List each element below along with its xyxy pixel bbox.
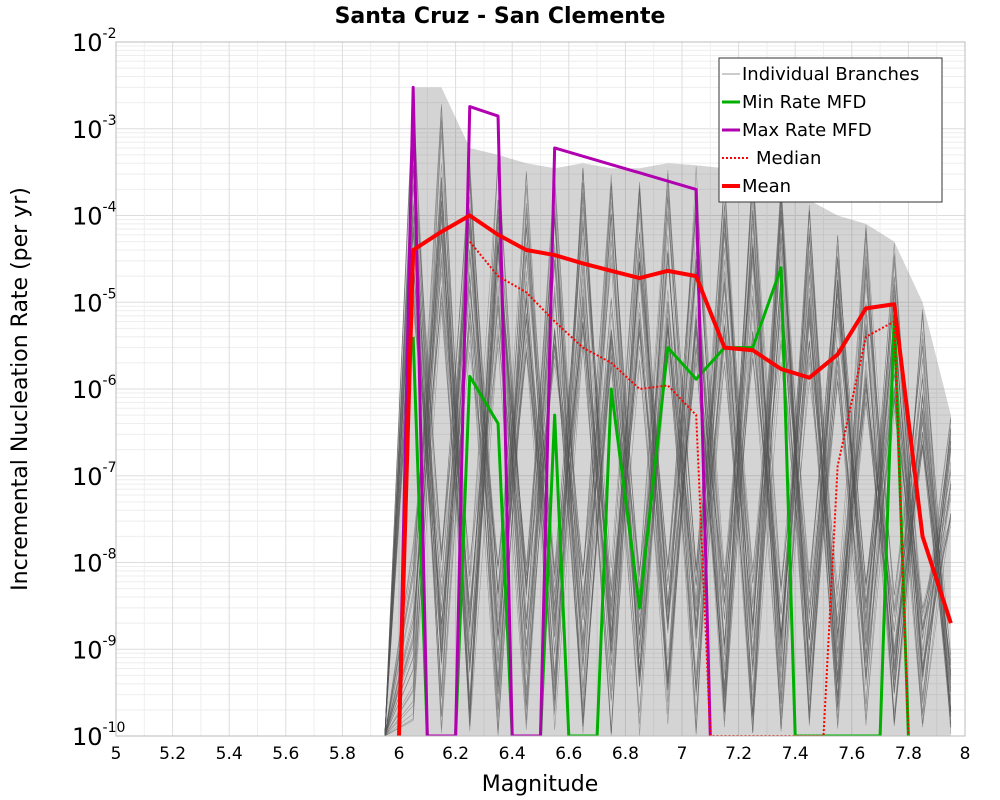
- branch-line: [384, 106, 952, 736]
- branch-line: [384, 177, 952, 736]
- branch-line: [384, 215, 952, 736]
- branch-line: [384, 181, 952, 736]
- branch-line: [384, 184, 952, 736]
- branch-line: [384, 182, 952, 736]
- branch-line: [384, 132, 952, 736]
- branch-line: [384, 97, 952, 736]
- branch-line: [384, 190, 952, 736]
- branch-line: [384, 121, 952, 736]
- branch-line: [384, 154, 952, 736]
- branch-line: [384, 169, 952, 736]
- x-tick-label: 6.4: [499, 744, 526, 764]
- branch-line: [384, 143, 952, 736]
- branch-line: [384, 174, 952, 736]
- x-axis-ticks: 5 5.2 5.4 5.6 5.8 6 6.2 6.4 6.6 6.8 7 7.2 7.4 7.6 7.8 8: [111, 744, 971, 764]
- y-tick-label: 10-4: [72, 200, 117, 231]
- chart-title: Santa Cruz - San Clemente: [335, 4, 666, 29]
- series-line-median: [468, 240, 910, 736]
- legend: Individual Branches Min Rate MFD Max Rate …: [718, 57, 943, 203]
- y-tick-label: 10-6: [72, 373, 117, 404]
- series-line-min-rate-mfd: [411, 266, 910, 736]
- branch-line: [384, 160, 952, 736]
- y-tick-label: 10-7: [72, 460, 117, 491]
- branch-line: [384, 184, 952, 736]
- branch-line: [384, 170, 952, 736]
- legend-label: Mean: [742, 176, 791, 197]
- x-axis-label: Magnitude: [482, 772, 599, 797]
- legend-box: [718, 57, 943, 203]
- x-tick-label: 8: [960, 744, 971, 764]
- branch-line: [384, 204, 952, 736]
- x-tick-label: 5.4: [216, 744, 243, 764]
- branch-line: [384, 185, 952, 736]
- plot-frame: [115, 41, 966, 737]
- branch-line: [384, 176, 952, 736]
- branch-line: [384, 149, 952, 736]
- branch-line: [384, 104, 952, 736]
- branch-line: [384, 200, 952, 736]
- branch-line: [384, 181, 952, 736]
- branch-line: [384, 161, 952, 736]
- y-tick-label: 10-2: [72, 26, 117, 57]
- x-tick-label: 5.6: [272, 744, 299, 764]
- x-tick-label: 5.8: [329, 744, 356, 764]
- branch-line: [384, 200, 952, 736]
- branch-line: [384, 91, 952, 736]
- branch-line: [384, 214, 952, 736]
- y-tick-label: 10-5: [72, 286, 117, 317]
- series-line-max-rate-mfd: [397, 85, 712, 736]
- branch-line: [384, 169, 952, 736]
- branch-line: [384, 194, 952, 736]
- x-tick-label: 6.2: [442, 744, 469, 764]
- branch-line: [384, 184, 952, 736]
- branch-line: [384, 164, 952, 736]
- x-tick-label: 7.8: [895, 744, 922, 764]
- x-tick-label: 7.4: [782, 744, 809, 764]
- branch-line: [384, 189, 952, 736]
- branch-line: [384, 154, 952, 736]
- legend-label: Max Rate MFD: [742, 120, 872, 141]
- y-tick-label: 10-10: [72, 720, 125, 751]
- branch-line: [384, 186, 952, 736]
- branch-line: [384, 172, 952, 736]
- branch-line: [384, 226, 952, 736]
- x-tick-label: 6.8: [612, 744, 639, 764]
- series-line-mean: [397, 213, 953, 736]
- branch-line: [384, 169, 952, 736]
- branch-line: [384, 199, 952, 736]
- branch-line: [384, 186, 952, 736]
- y-tick-label: 10-9: [72, 633, 117, 664]
- branch-line: [384, 167, 952, 736]
- branch-line: [384, 168, 952, 736]
- x-tick-label: 6: [394, 744, 405, 764]
- branch-line: [384, 203, 952, 736]
- y-axis-label: Incremental Nucleation Rate (per yr): [8, 187, 33, 591]
- x-tick-label: 6.6: [555, 744, 582, 764]
- branch-line: [384, 183, 952, 736]
- y-tick-label: 10-8: [72, 547, 117, 578]
- branch-line: [384, 191, 952, 736]
- y-axis-ticks: 10-10 10-9 10-8 10-7 10-6 10-5 10-4 10-3 10-2: [72, 26, 125, 751]
- branch-line: [384, 174, 952, 736]
- branch-line: [384, 104, 952, 736]
- branch-line: [384, 190, 952, 736]
- plot-area: [384, 85, 953, 736]
- branch-line: [384, 171, 952, 736]
- legend-label: Median: [756, 148, 821, 169]
- branch-line: [384, 183, 952, 736]
- branch-line: [384, 207, 952, 736]
- x-tick-label: 7.2: [725, 744, 752, 764]
- legend-label: Individual Branches: [742, 64, 919, 85]
- x-tick-label: 7: [677, 744, 688, 764]
- branch-line: [384, 195, 952, 736]
- x-tick-label: 5.2: [159, 744, 186, 764]
- grid: [115, 42, 966, 737]
- x-tick-label: 5: [111, 744, 122, 764]
- y-tick-label: 10-3: [72, 113, 117, 144]
- x-tick-label: 7.6: [838, 744, 865, 764]
- branch-line: [384, 185, 952, 736]
- legend-label: Min Rate MFD: [742, 92, 866, 113]
